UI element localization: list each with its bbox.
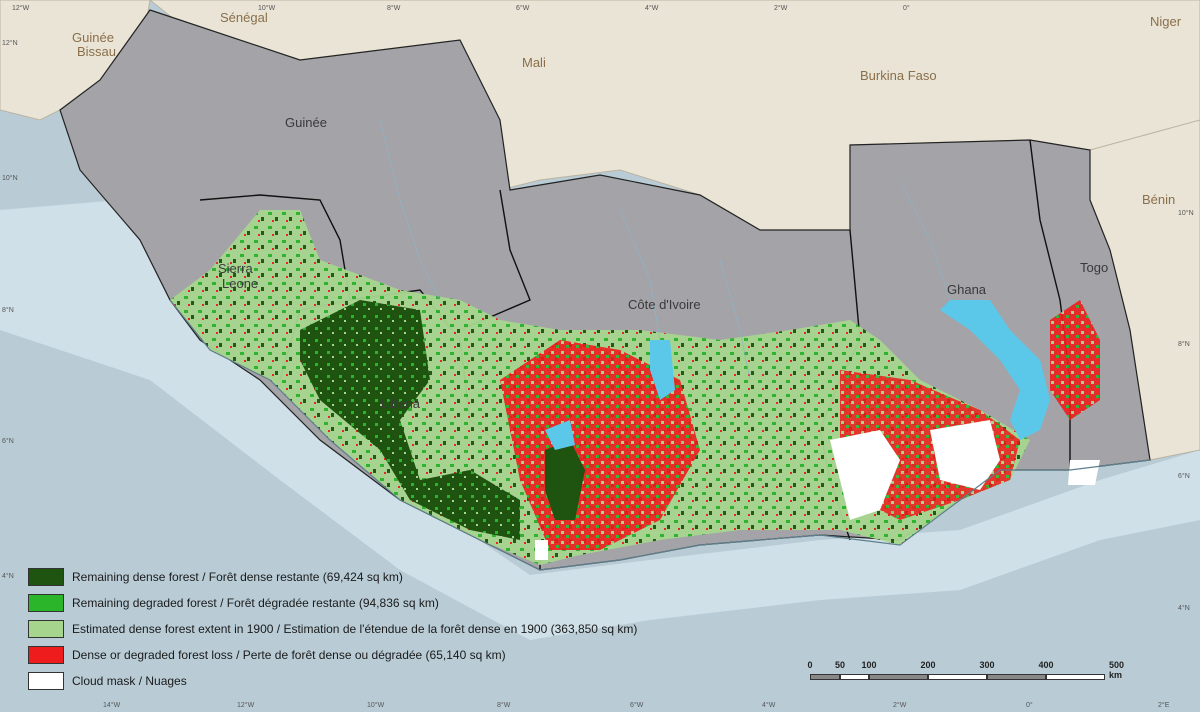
grat-left-3: 6°N [2,437,14,445]
grat-left-2: 8°N [2,306,14,314]
label-niger: Niger [1150,14,1182,29]
graticule-right: 10°N 8°N 6°N 4°N [1178,209,1194,612]
scale-segment [928,674,987,680]
grat-bottom-3: 8°W [497,701,511,709]
scale-segment [840,674,869,680]
grat-top-0: 12°W [12,4,30,12]
scale-tick-300: 300 [979,660,995,670]
label-guinee-bissau-1: Guinée [72,30,114,45]
legend-label: Dense or degraded forest loss / Perte de… [72,648,506,662]
scale-bar: 0 50 100 200 300 400 500 km [806,660,1136,690]
legend-item-forest-loss: Dense or degraded forest loss / Perte de… [28,642,788,668]
graticule-top: 12°W 10°W 8°W 6°W 4°W 2°W 0° [12,4,910,12]
legend-swatch [28,568,64,586]
scale-tick-0: 0 [807,660,813,670]
label-liberia: Liberia [381,396,421,411]
scale-segment [1046,674,1105,680]
graticule-bottom: 14°W 12°W 10°W 8°W 6°W 4°W 2°W 0° 2°E [103,701,1170,709]
scale-tick-200: 200 [920,660,936,670]
grat-top-4: 4°W [645,4,659,12]
grat-top-1: 10°W [258,4,276,12]
legend-swatch [28,672,64,690]
grat-bottom-6: 2°W [893,701,907,709]
grat-top-3: 6°W [516,4,530,12]
legend-label: Cloud mask / Nuages [72,674,187,688]
legend-label: Estimated dense forest extent in 1900 / … [72,622,638,636]
label-burkina-faso: Burkina Faso [860,68,937,83]
legend-item-extent-1900: Estimated dense forest extent in 1900 / … [28,616,788,642]
label-benin: Bénin [1142,192,1175,207]
label-togo: Togo [1080,260,1108,275]
grat-bottom-5: 4°W [762,701,776,709]
grat-left-0: 12°N [2,39,18,47]
label-sierra-leone-1: Sierra [218,261,253,276]
lake-buyo [545,420,575,450]
grat-right-3: 4°N [1178,604,1190,612]
legend-swatch [28,646,64,664]
grat-bottom-2: 10°W [367,701,385,709]
label-ghana: Ghana [947,282,987,297]
label-sierra-leone-2: Leone [222,276,258,291]
dense-forest-tai [545,440,585,520]
continental-shelf [0,200,1200,640]
grat-top-2: 8°W [387,4,401,12]
legend-item-degraded-forest: Remaining degraded forest / Forêt dégrad… [28,590,788,616]
grat-right-0: 10°N [1178,209,1194,217]
grat-right-2: 6°N [1178,472,1190,480]
label-cote-divoire: Côte d'Ivoire [628,297,701,312]
dense-forest-liberia [300,300,520,540]
legend-label: Remaining dense forest / Forêt dense res… [72,570,403,584]
grat-top-6: 0° [903,4,910,12]
rivers [379,119,951,381]
grat-bottom-7: 0° [1026,701,1033,709]
legend-swatch [28,620,64,638]
graticule-left: 12°N 10°N 8°N 6°N 4°N [2,39,18,580]
grat-bottom-0: 14°W [103,701,121,709]
cloud-mask-west [535,540,548,560]
label-guinee: Guinée [285,115,327,130]
label-senegal: Sénégal [220,10,268,25]
scale-segment [810,674,840,680]
legend-item-dense-forest: Remaining dense forest / Forêt dense res… [28,564,788,590]
grat-bottom-1: 12°W [237,701,255,709]
lake-kossou [650,340,675,400]
scale-tick-500: 500 km [1109,660,1125,680]
scale-tick-50: 50 [834,660,846,670]
scale-segment [987,674,1046,680]
legend-label: Remaining degraded forest / Forêt dégrad… [72,596,439,610]
legend: Remaining dense forest / Forêt dense res… [28,564,788,694]
scale-tick-400: 400 [1038,660,1054,670]
coastline [169,299,1151,571]
legend-item-cloud-mask: Cloud mask / Nuages [28,668,788,694]
cloud-mask-east [1068,460,1100,485]
grat-right-1: 8°N [1178,340,1190,348]
forest-loss-togo [1050,300,1100,420]
grat-left-4: 4°N [2,572,14,580]
lake-volta [940,300,1050,440]
grat-left-1: 10°N [2,174,18,182]
scale-tick-100: 100 [861,660,877,670]
grat-bottom-4: 6°W [630,701,644,709]
cloud-mask-ghana [830,420,1000,520]
legend-swatch [28,594,64,612]
grat-top-5: 2°W [774,4,788,12]
grat-bottom-8: 2°E [1158,701,1170,709]
scale-segment [869,674,928,680]
label-mali: Mali [522,55,546,70]
label-guinee-bissau-2: Bissau [77,44,116,59]
